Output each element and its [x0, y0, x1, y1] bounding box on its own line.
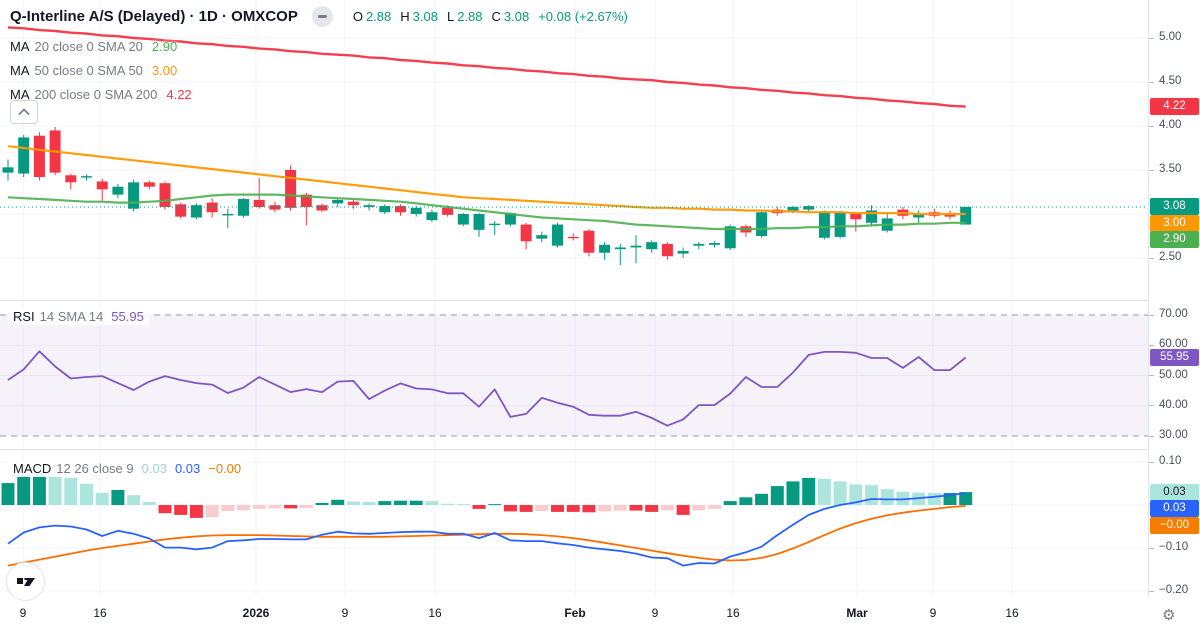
time-scale-axis[interactable]: 9 16 2026 9 16 Feb 9 16 Mar 9 16	[0, 597, 1200, 630]
time-tick-label: 16	[726, 606, 740, 620]
ohlc-readout: O 2.88 H 3.08 L 2.88 C 3.08 +0.08 (+2.67…	[347, 9, 628, 24]
ma200-name: MA	[10, 86, 30, 102]
macd-params: 12 26 close 9	[56, 461, 134, 476]
high-label: H	[400, 9, 410, 24]
axis-tick-mark	[1149, 590, 1154, 592]
time-tick-label: Feb	[564, 606, 586, 620]
ma50-value: 3.00	[151, 62, 178, 78]
axis-tick-label: −0.10	[1159, 541, 1189, 553]
ma200-value: 4.22	[166, 86, 192, 102]
collapse-legend-button[interactable]	[10, 100, 38, 124]
rsi-value: 55.95	[111, 309, 144, 324]
axis-tick-mark	[1149, 125, 1154, 127]
axis-tick-mark	[1149, 461, 1154, 463]
time-tick-label: 9	[341, 606, 349, 620]
rsi-indicator-legend[interactable]: RSI 14 SMA 14 55.95	[8, 308, 149, 325]
axis-tick-label: 4.00	[1159, 119, 1182, 131]
macd-hist-value: 0.03	[141, 461, 167, 476]
close-value: 3.08	[503, 9, 530, 24]
ma200-params: 200 close 0 SMA 200	[34, 86, 158, 102]
axis-tick-label: 2.50	[1159, 251, 1182, 263]
time-tick-label: 9	[929, 606, 937, 620]
axis-tick-mark	[1149, 314, 1154, 316]
rsi-params: 14 SMA 14	[39, 309, 104, 324]
rsi-name: RSI	[13, 309, 35, 324]
tradingview-logo-icon	[16, 577, 35, 586]
ma200-legend-row[interactable]: MA 200 close 0 SMA 200 4.22	[10, 82, 192, 106]
axis-tick-label: 4.50	[1159, 75, 1182, 87]
axis-tick-label: −0.20	[1159, 584, 1189, 596]
tradingview-logo[interactable]	[6, 562, 45, 601]
macd-signal-value: −0.00	[208, 461, 242, 476]
settings-gear-icon[interactable]: ⚙	[1162, 607, 1176, 624]
axis-tick-mark	[1149, 344, 1154, 346]
time-tick-label: Mar	[846, 606, 868, 620]
macd-line-value: 0.03	[174, 461, 201, 476]
time-tick-label: 16	[93, 606, 107, 620]
low-value: 2.88	[457, 9, 483, 24]
axis-tick-label: 5.00	[1159, 31, 1182, 43]
time-tick-label: 2026	[242, 606, 270, 620]
time-tick-label: 16	[428, 606, 442, 620]
ma50-legend-row[interactable]: MA 50 close 0 SMA 50 3.00	[10, 58, 192, 82]
macd-axis-badge: −0.00	[1150, 516, 1199, 534]
price-axis-badge: 2.90	[1150, 231, 1199, 249]
macd-indicator-legend[interactable]: MACD 12 26 close 9 0.03 0.03 −0.00	[8, 460, 247, 477]
axis-tick-mark	[1149, 257, 1154, 259]
rsi-axis-badge: 55.95	[1150, 349, 1199, 366]
close-label: C	[491, 9, 501, 24]
symbol-title[interactable]: Q-Interline A/S (Delayed) · 1D · OMXCOP	[10, 8, 298, 25]
chart-header: Q-Interline A/S (Delayed) · 1D · OMXCOP …	[10, 6, 628, 27]
time-tick-label: 16	[1005, 606, 1019, 620]
ma20-legend-row[interactable]: MA 20 close 0 SMA 20 2.90	[10, 34, 192, 58]
price-axis-badge: 3.00	[1150, 214, 1199, 232]
change-value: +0.08 (+2.67%)	[538, 9, 628, 24]
minimize-dash-icon	[317, 15, 327, 18]
macd-axis-badge: 0.03	[1150, 483, 1199, 501]
open-label: O	[352, 9, 363, 24]
ma20-params: 20 close 0 SMA 20	[34, 38, 143, 54]
open-value: 2.88	[365, 9, 392, 24]
price-axis-badge: 3.08	[1150, 198, 1199, 216]
chevron-up-icon	[18, 108, 30, 116]
chart-plot-area[interactable]	[0, 0, 1148, 597]
axis-tick-mark	[1149, 405, 1154, 407]
axis-tick-label: 30.00	[1159, 429, 1188, 441]
axis-tick-mark	[1149, 81, 1154, 83]
price-scale-axis[interactable]: 5.00 4.50 4.00 3.50 2.50 70.00 60.00 50.00 40.00…	[1148, 0, 1200, 597]
price-axis-badge: 4.22	[1150, 98, 1199, 116]
axis-tick-mark	[1149, 169, 1154, 171]
axis-tick-label: 60.00	[1159, 338, 1188, 351]
macd-name: MACD	[13, 461, 52, 476]
macd-axis-badge: 0.03	[1150, 500, 1199, 518]
low-label: L	[446, 9, 455, 24]
pane-separator-price-rsi[interactable]	[0, 300, 1200, 301]
ma50-name: MA	[10, 62, 30, 78]
high-value: 3.08	[412, 9, 438, 24]
pane-separator-rsi-macd[interactable]	[0, 449, 1200, 450]
axis-tick-label: 3.50	[1159, 163, 1182, 175]
axis-tick-mark	[1149, 37, 1154, 39]
ma20-name: MA	[10, 38, 30, 54]
axis-tick-label: 70.00	[1159, 308, 1188, 320]
time-tick-label: 9	[19, 606, 27, 620]
axis-tick-mark	[1149, 547, 1154, 549]
axis-tick-mark	[1149, 375, 1154, 376]
ma20-value: 2.90	[151, 38, 178, 54]
legend-visibility-toggle-button[interactable]	[311, 6, 333, 27]
axis-tick-mark	[1149, 435, 1154, 437]
time-tick-label: 9	[651, 606, 659, 620]
axis-tick-label: 0.10	[1159, 455, 1182, 467]
ma50-params: 50 close 0 SMA 50	[34, 62, 143, 78]
ma-indicator-legend: MA 20 close 0 SMA 20 2.90 MA 50 close 0 …	[10, 34, 192, 106]
axis-tick-label: 50.00	[1159, 368, 1188, 381]
axis-tick-label: 40.00	[1159, 398, 1188, 411]
